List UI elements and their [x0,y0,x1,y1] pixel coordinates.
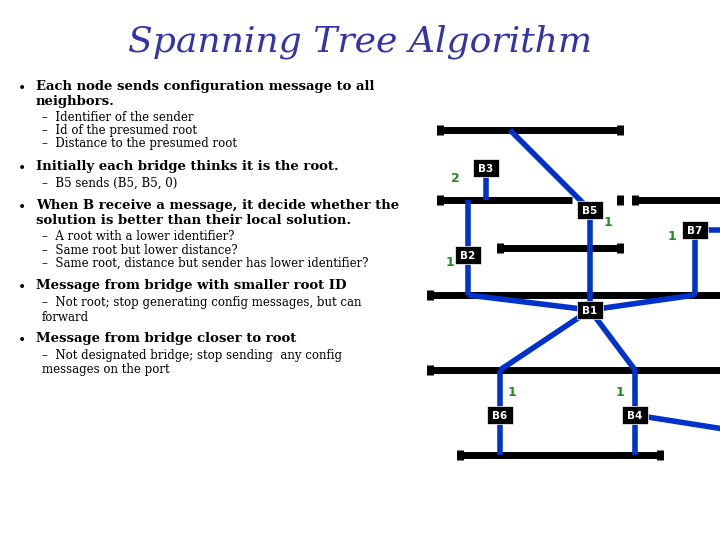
Text: –  B5 sends (B5, B5, 0): – B5 sends (B5, B5, 0) [42,177,177,190]
FancyBboxPatch shape [487,406,513,424]
Text: 1: 1 [446,256,454,269]
Text: –  A root with a lower identifier?: – A root with a lower identifier? [42,231,235,244]
Text: 1: 1 [616,387,624,400]
Text: B7: B7 [688,226,703,236]
Text: Message from bridge closer to root: Message from bridge closer to root [36,332,296,345]
Text: B2: B2 [460,251,476,261]
Text: 1: 1 [667,231,676,244]
Text: Initially each bridge thinks it is the root.: Initially each bridge thinks it is the r… [36,160,338,173]
Text: 1: 1 [508,387,516,400]
Text: B1: B1 [582,306,598,316]
Text: When B receive a message, it decide whether the
solution is better than their lo: When B receive a message, it decide whet… [36,199,399,227]
FancyBboxPatch shape [622,406,648,424]
Text: B3: B3 [478,164,494,174]
Text: 2: 2 [451,172,459,185]
Text: –  Identifier of the sender: – Identifier of the sender [42,111,194,124]
Text: –  Distance to the presumed root: – Distance to the presumed root [42,137,237,150]
FancyBboxPatch shape [473,159,499,177]
Text: B6: B6 [492,411,508,421]
FancyBboxPatch shape [682,221,708,239]
Text: –  Same root but lower distance?: – Same root but lower distance? [42,244,238,256]
Text: –  Not designated bridge; stop sending  any config
messages on the port: – Not designated bridge; stop sending an… [42,348,342,376]
Text: B5: B5 [582,206,598,216]
Text: •: • [18,200,26,214]
FancyBboxPatch shape [577,301,603,319]
Text: 1: 1 [603,215,613,228]
Text: –  Same root, distance but sender has lower identifier?: – Same root, distance but sender has low… [42,256,369,269]
Text: Each node sends configuration message to all
neighbors.: Each node sends configuration message to… [36,80,374,108]
Text: –  Id of the presumed root: – Id of the presumed root [42,124,197,137]
Text: •: • [18,161,26,175]
FancyBboxPatch shape [455,246,481,264]
Text: •: • [18,81,26,95]
Text: •: • [18,280,26,294]
Text: B4: B4 [627,411,643,421]
Text: •: • [18,333,26,347]
Text: Spanning Tree Algorithm: Spanning Tree Algorithm [128,25,592,59]
Text: Message from bridge with smaller root ID: Message from bridge with smaller root ID [36,280,346,293]
FancyBboxPatch shape [577,201,603,219]
Text: –  Not root; stop generating config messages, but can
forward: – Not root; stop generating config messa… [42,296,361,324]
